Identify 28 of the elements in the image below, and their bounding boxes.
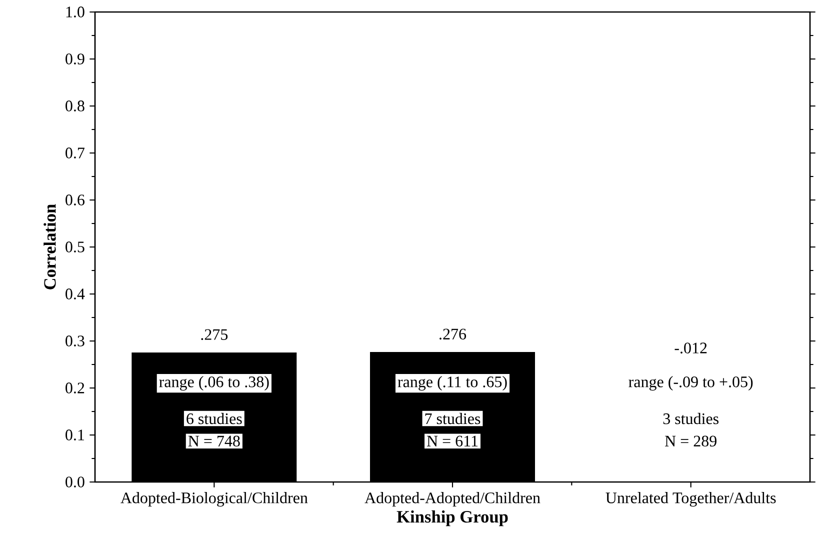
annotation: N = 611 bbox=[426, 436, 478, 446]
annotation: 7 studies bbox=[425, 412, 480, 424]
annotation: N = 289 bbox=[665, 436, 716, 446]
y-tick-label: 0.6 bbox=[66, 194, 84, 206]
y-tick-label: 0.0 bbox=[66, 476, 84, 488]
x-axis-title: Kinship Group bbox=[396, 510, 508, 526]
annotation: 3 studies bbox=[663, 412, 718, 424]
x-tick-label: Unrelated Together/Adults bbox=[606, 492, 776, 507]
x-tick-label: Adopted-Biological/Children bbox=[120, 492, 308, 507]
y-tick-label: 0.8 bbox=[66, 100, 84, 112]
y-tick-label: 0.4 bbox=[66, 288, 85, 300]
annotation: -.012 bbox=[674, 342, 707, 354]
y-tick-label: 0.9 bbox=[66, 54, 84, 64]
y-tick-label: 0.2 bbox=[66, 382, 84, 394]
annotation: 6 studies bbox=[186, 412, 242, 424]
annotation: range (.06 to .38) bbox=[159, 376, 269, 391]
y-tick-label: 0.5 bbox=[66, 242, 84, 252]
annotation: range (.11 to .65) bbox=[398, 376, 507, 391]
x-tick-label: Adopted-Adopted/Children bbox=[364, 492, 540, 507]
y-axis-title: Correlation bbox=[44, 204, 56, 290]
y-tick-label: 1.0 bbox=[66, 6, 84, 18]
y-tick-label: 0.1 bbox=[66, 430, 84, 440]
y-tick-label: 0.7 bbox=[66, 148, 84, 158]
annotation: N = 748 bbox=[188, 436, 240, 446]
data-label: .275 bbox=[201, 329, 228, 340]
data-label: .276 bbox=[440, 328, 466, 340]
y-tick-label: 0.3 bbox=[66, 336, 84, 346]
annotation: range (-.09 to +.05) bbox=[628, 376, 753, 391]
